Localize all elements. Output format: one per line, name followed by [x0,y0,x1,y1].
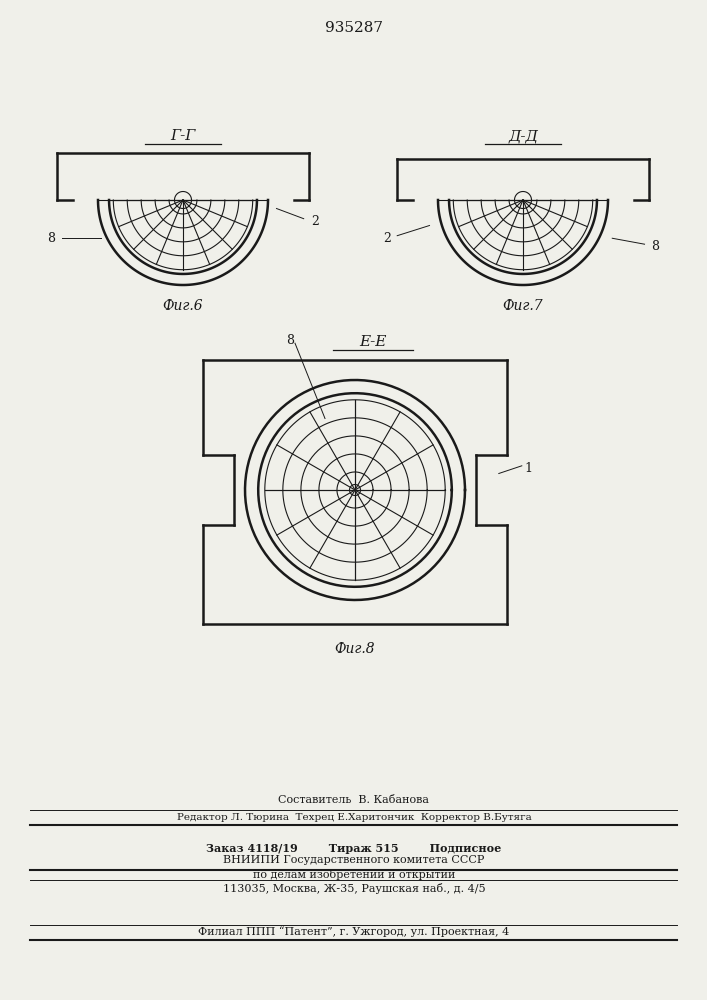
Text: ВНИИПИ Государственного комитета СССР: ВНИИПИ Государственного комитета СССР [223,855,485,865]
Text: по делам изобретений и открытий: по делам изобретений и открытий [253,868,455,880]
Text: Д-Д: Д-Д [508,129,538,143]
Text: Е-Е: Е-Е [359,335,387,349]
Text: 8: 8 [47,232,55,245]
Text: 2: 2 [383,232,391,245]
Text: Филиал ППП “Патент”, г. Ужгород, ул. Проектная, 4: Филиал ППП “Патент”, г. Ужгород, ул. Про… [199,927,510,937]
Text: Фиг.7: Фиг.7 [503,299,543,313]
Text: Фиг.8: Фиг.8 [334,642,375,656]
Text: Составитель  В. Кабанова: Составитель В. Кабанова [279,795,429,805]
Text: 1: 1 [525,462,533,475]
Text: 2: 2 [311,215,319,228]
Text: Г-Г: Г-Г [170,129,196,143]
Text: 8: 8 [650,240,659,253]
Text: 8: 8 [286,334,294,347]
Text: Редактор Л. Тюрина  Техрец Е.Харитончик  Корректор В.Бутяга: Редактор Л. Тюрина Техрец Е.Харитончик К… [177,814,532,822]
Text: Фиг.6: Фиг.6 [163,299,204,313]
Text: 113035, Москва, Ж-35, Раушская наб., д. 4/5: 113035, Москва, Ж-35, Раушская наб., д. … [223,882,485,894]
Text: 935287: 935287 [325,21,383,35]
Text: Заказ 4118/19        Тираж 515        Подписное: Заказ 4118/19 Тираж 515 Подписное [206,842,502,854]
